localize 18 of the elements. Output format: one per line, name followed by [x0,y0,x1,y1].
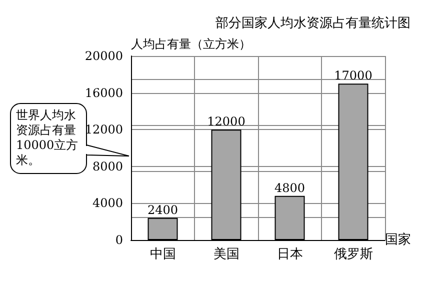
data-label: 4800 [274,180,306,195]
y-tick-label: 0 [115,233,123,247]
y-tick-label: 20000 [84,49,123,63]
x-tick-label: 日本 [276,247,303,262]
y-axis-title: 人均占有量（立方米） [131,37,251,51]
data-label: 2400 [147,202,178,217]
x-axis-title: 国家 [385,232,411,248]
chart-title: 部分国家人均水资源占有量统计图 [216,15,410,31]
x-tick-label: 俄罗斯 [334,247,373,262]
x-tick-label: 中国 [150,247,176,262]
x-tick-label: 美国 [213,246,240,262]
y-tick-label: 4000 [92,196,123,210]
y-tick-label: 16000 [84,86,123,100]
y-tick-label: 8000 [92,159,123,174]
text: 世界人均水资源占有量10000立方米。 [16,108,80,168]
y-tick-label: 12000 [84,122,123,137]
data-label: 17000 [334,68,372,83]
data-label: 12000 [207,114,246,129]
